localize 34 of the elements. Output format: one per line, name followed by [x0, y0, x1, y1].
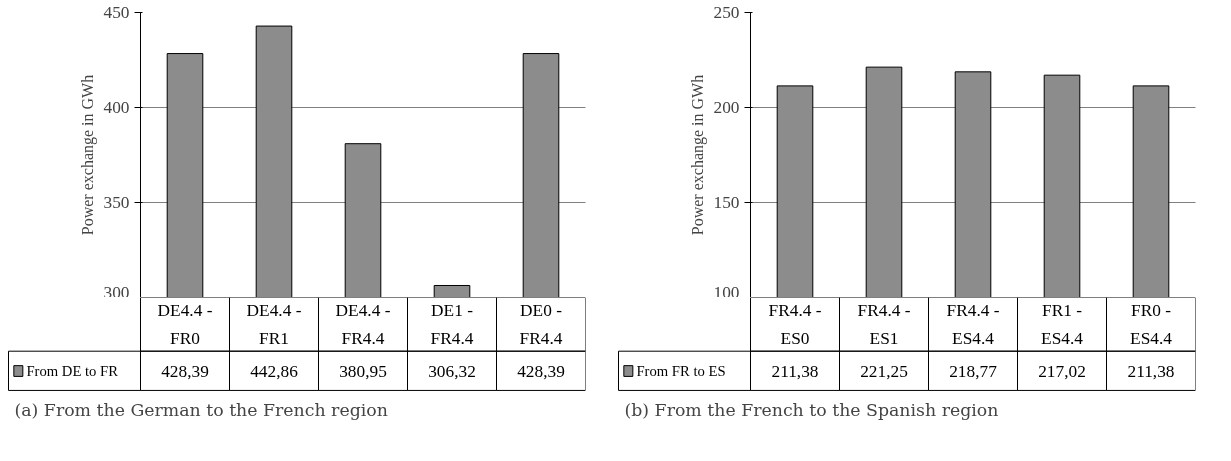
data-label: 428,39	[161, 361, 209, 381]
y-tick-label: 450	[103, 3, 130, 22]
data-label: 217,02	[1038, 361, 1086, 381]
x-tick-label: DE1 - FR4.4	[430, 300, 474, 349]
data-label: 218,77	[949, 361, 998, 381]
x-tick-label: FR4.4 - ES4.4	[946, 300, 1000, 349]
y-axis-title: Power exchange in GWh	[688, 74, 707, 236]
data-label: 211,38	[1127, 361, 1175, 381]
legend-label: From FR to ES	[636, 363, 726, 380]
data-label: 221,25	[860, 361, 908, 381]
data-label: 380,95	[339, 361, 387, 381]
x-tick-label: FR4.4 - ES1	[857, 300, 911, 349]
legend-label: From DE to FR	[26, 363, 119, 380]
y-tick-label: 200	[713, 98, 740, 117]
y-tick-label: 350	[103, 193, 130, 212]
x-tick-label: FR4.4 - ES0	[768, 300, 822, 349]
data-label: 428,39	[517, 361, 565, 381]
x-tick-label: DE4.4 - FR1	[246, 300, 302, 349]
text: (b) From the French to the Spanish region	[624, 399, 999, 420]
y-tick-label: 400	[103, 98, 130, 117]
data-label: 306,32	[428, 361, 476, 381]
y-tick-label: 150	[713, 193, 740, 212]
y-tick-label: 100	[713, 282, 740, 302]
data-label: 211,38	[771, 361, 819, 381]
y-axis-title: Power exchange in GWh	[78, 74, 97, 236]
x-tick-label: FR0 - ES4.4	[1130, 300, 1173, 349]
x-tick-label: DE4.4 - FR0	[157, 300, 213, 349]
text: (a) From the German to the French region	[14, 399, 388, 420]
data-label: 442,86	[250, 361, 299, 381]
x-tick-label: DE4.4 - FR4.4	[335, 300, 391, 349]
x-tick-label: DE0 - FR4.4	[519, 300, 563, 349]
x-tick-label: FR1 - ES4.4	[1041, 300, 1084, 349]
y-tick-label: 250	[713, 3, 740, 22]
y-tick-label: 300	[103, 282, 130, 302]
